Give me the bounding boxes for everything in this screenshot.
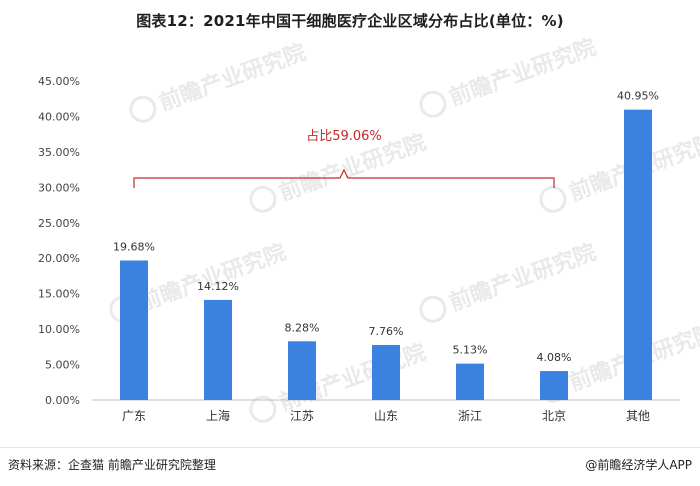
watermark: 前瞻产业研究院 (419, 239, 600, 323)
watermark: 前瞻产业研究院 (129, 39, 310, 123)
y-tick-label: 30.00% (38, 181, 80, 194)
svg-text:前瞻产业研究院: 前瞻产业研究院 (156, 39, 310, 116)
data-labels: 19.68% 14.12% 8.28% 7.76% 5.13% 4.08% 40.95% (113, 90, 659, 364)
svg-text:前瞻产业研究院: 前瞻产业研究院 (446, 239, 600, 316)
x-tick-label: 浙江 (458, 409, 482, 423)
y-tick-label: 20.00% (38, 252, 80, 265)
footer-divider (0, 447, 700, 448)
bar-其他 (624, 109, 652, 401)
x-tick-label: 上海 (206, 408, 230, 423)
x-tick-label: 北京 (542, 409, 566, 423)
data-label: 19.68% (113, 240, 155, 253)
bars (120, 109, 652, 401)
y-tick-label: 0.00% (45, 394, 80, 407)
y-tick-label: 35.00% (38, 146, 80, 159)
data-label: 8.28% (285, 321, 320, 334)
x-tick-label: 山东 (374, 409, 398, 423)
brand-credit: @前瞻经济学人APP (585, 458, 692, 472)
data-label: 40.95% (617, 90, 659, 103)
data-label: 5.13% (453, 344, 488, 357)
bar-山东 (372, 344, 400, 400)
y-tick-label: 15.00% (38, 288, 80, 301)
x-tick-label: 江苏 (290, 409, 314, 423)
x-tick-label: 其他 (626, 409, 650, 423)
bar-北京 (540, 371, 568, 400)
bar-浙江 (456, 363, 484, 400)
data-label: 14.12% (197, 280, 239, 293)
x-tick-label: 广东 (122, 409, 146, 423)
bar-广东 (120, 260, 148, 400)
watermark: 前瞻产业研究院 (419, 34, 600, 118)
x-axis-labels: 广东 上海 江苏 山东 浙江 北京 其他 (122, 408, 650, 423)
data-label: 4.08% (537, 351, 572, 364)
watermark: 前瞻产业研究院 (249, 339, 429, 423)
svg-text:前瞻产业研究院: 前瞻产业研究院 (446, 34, 600, 111)
bracket (133, 168, 555, 188)
y-tick-label: 5.00% (45, 359, 80, 372)
annotation-label: 占比59.06% (306, 129, 382, 144)
source-note: 资料来源：企查猫 前瞻产业研究院整理 (8, 458, 216, 472)
bar-上海 (204, 299, 232, 400)
annotation: 占比59.06% (133, 129, 555, 188)
watermark: 前瞻产业研究院 (539, 129, 700, 213)
y-tick-label: 10.00% (38, 323, 80, 336)
data-label: 7.76% (369, 325, 404, 338)
y-tick-label: 40.00% (38, 110, 80, 123)
y-tick-label: 45.00% (38, 75, 80, 88)
bar-江苏 (288, 341, 316, 400)
y-tick-label: 25.00% (38, 217, 80, 230)
chart-title: 图表12：2021年中国干细胞医疗企业区域分布占比(单位：%) (136, 12, 564, 30)
